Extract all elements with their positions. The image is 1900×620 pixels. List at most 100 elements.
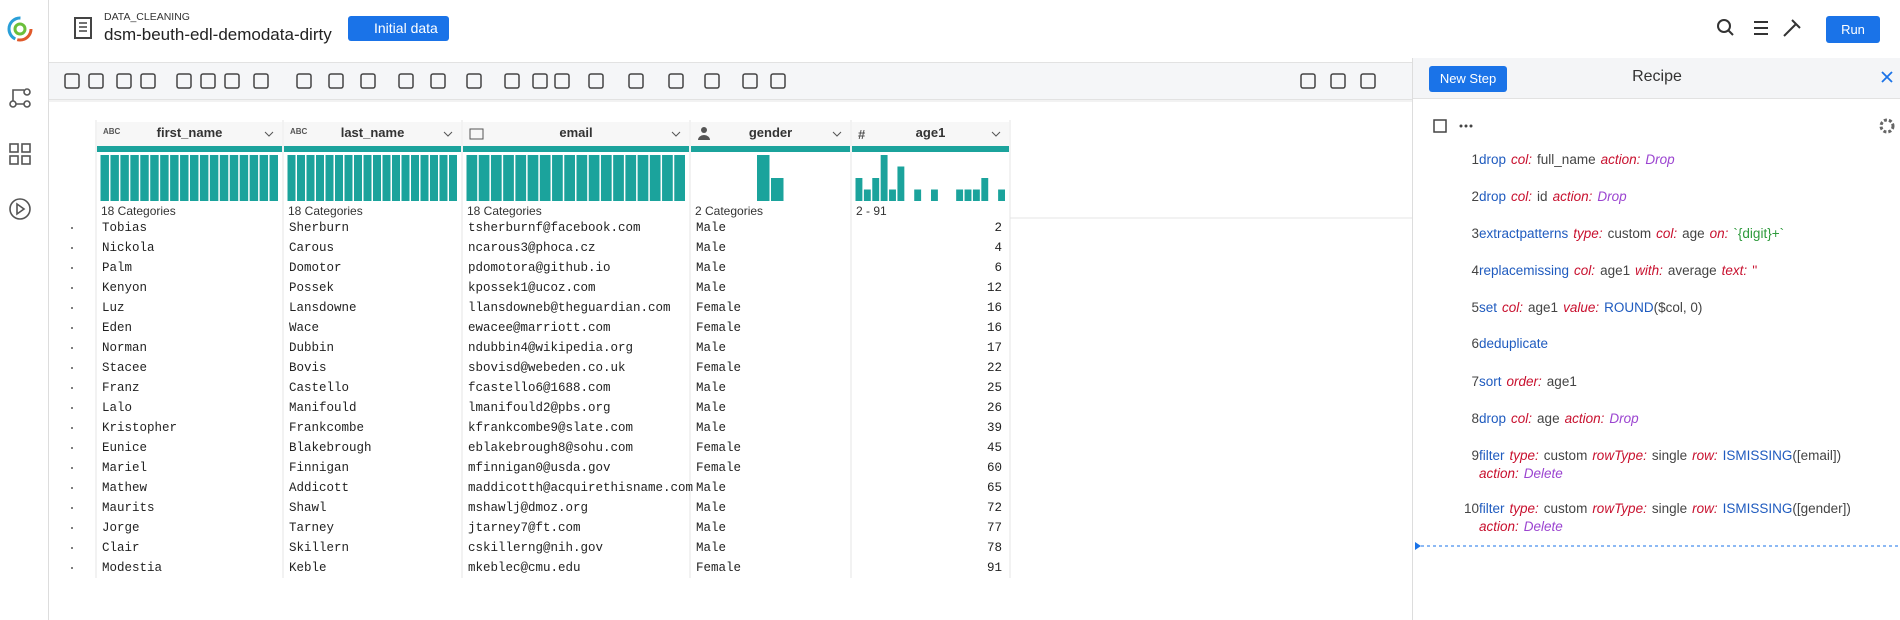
step-line[interactable]: action: Delete: [1479, 466, 1563, 481]
tool-icon[interactable]: [430, 73, 446, 89]
tool-icon[interactable]: [504, 73, 520, 89]
tool-icon[interactable]: [253, 73, 269, 89]
histogram-bar: [199, 155, 209, 201]
step-token: col:: [1511, 411, 1533, 426]
tool-icon[interactable]: [296, 73, 312, 89]
step-line[interactable]: drop col: full_name action: Drop: [1479, 152, 1675, 167]
step-token: text:: [1721, 263, 1748, 278]
tool-icon[interactable]: [140, 73, 156, 89]
column-name[interactable]: first_name: [156, 125, 223, 140]
column-name[interactable]: email: [559, 125, 593, 140]
cell: Male: [696, 541, 727, 555]
cell: Mariel: [102, 461, 148, 475]
run-button[interactable]: Run: [1826, 16, 1880, 43]
insert-marker: [1415, 542, 1421, 550]
tool-icon[interactable]: [1300, 73, 1316, 89]
step-line[interactable]: action: Delete: [1479, 519, 1563, 534]
tool-icon[interactable]: [628, 73, 644, 89]
cell: 60: [986, 461, 1002, 475]
settings[interactable]: [1879, 118, 1895, 134]
step-line[interactable]: deduplicate: [1479, 336, 1548, 351]
column-name[interactable]: age1: [915, 125, 946, 140]
step-line[interactable]: filter type: custom rowType: single row: ISMIS…: [1479, 501, 1851, 516]
tool-icon[interactable]: [176, 73, 192, 89]
histogram-bar: [190, 155, 199, 201]
column-menu[interactable]: [832, 131, 842, 137]
cell: 39: [986, 421, 1002, 435]
cell: 17: [986, 341, 1002, 355]
tool-icon[interactable]: [532, 73, 548, 89]
step-token: ([gender]): [1792, 501, 1851, 516]
step-token: row:: [1692, 448, 1718, 463]
cell: 22: [986, 361, 1002, 375]
step-line[interactable]: drop col: id action: Drop: [1479, 189, 1627, 204]
toolbar-icons[interactable]: [49, 63, 1412, 99]
column-name[interactable]: last_name: [340, 125, 405, 140]
dataset-title[interactable]: dsm-beuth-edl-demodata-dirty: [104, 25, 332, 44]
cell: Sherburn: [289, 221, 350, 235]
tool-icon[interactable]: [554, 73, 570, 89]
step-token: '': [1752, 263, 1758, 278]
step-token: Drop: [1645, 152, 1675, 167]
tool-icon[interactable]: [328, 73, 344, 89]
column-menu[interactable]: [443, 131, 453, 137]
close[interactable]: [1881, 71, 1893, 83]
header-icons[interactable]: [1712, 14, 1812, 44]
step-line[interactable]: set col: age1 value: ROUND($col, 0): [1479, 300, 1702, 315]
tool-icon[interactable]: [588, 73, 604, 89]
step-token: drop: [1479, 411, 1507, 426]
cell: Kristopher: [102, 421, 178, 435]
cell: Male: [696, 221, 727, 235]
checkbox[interactable]: [1433, 119, 1447, 133]
column-menu[interactable]: [991, 131, 1001, 137]
column-menu[interactable]: [671, 131, 681, 137]
tool-icon[interactable]: [668, 73, 684, 89]
tool-icon[interactable]: [770, 73, 786, 89]
step-line[interactable]: drop col: age action: Drop: [1479, 411, 1639, 426]
row-marker: [71, 507, 73, 509]
histogram-bar: [382, 155, 391, 201]
tool-icon[interactable]: [1330, 73, 1346, 89]
cell: Male: [696, 341, 727, 355]
step-line[interactable]: filter type: custom rowType: single row: ISMIS…: [1479, 448, 1841, 463]
tool-icon[interactable]: [466, 73, 482, 89]
tool-icon[interactable]: [360, 73, 376, 89]
step-line[interactable]: replacemissing col: age1 with: average text: '…: [1479, 263, 1757, 278]
row-marker: [71, 547, 73, 549]
tool-icon[interactable]: [742, 73, 758, 89]
histogram-bar: [140, 155, 149, 201]
step-line[interactable]: extractpatterns type: custom col: age on: `{di…: [1479, 226, 1784, 241]
header-bg: [463, 122, 689, 146]
step-token: col:: [1574, 263, 1596, 278]
cell: Eunice: [102, 441, 148, 455]
data-grid: ABC first_name 18 Categories ABC last_name 18…: [48, 100, 1412, 620]
tool-icon[interactable]: [398, 73, 414, 89]
step-token: action:: [1479, 519, 1519, 534]
nav-icons[interactable]: [9, 88, 31, 220]
histogram-bar: [325, 155, 334, 201]
cell: 16: [986, 321, 1002, 335]
badge[interactable]: Initial data: [348, 16, 449, 41]
quality-bar: [463, 146, 689, 152]
tool-icon[interactable]: [1360, 73, 1376, 89]
column-name[interactable]: gender: [748, 125, 793, 140]
cell: maddicotth@acquirethisname.com: [468, 481, 694, 495]
tool-icon[interactable]: [88, 73, 104, 89]
cell: 72: [986, 501, 1002, 515]
histogram-bar: [515, 155, 527, 201]
cell: Male: [696, 401, 727, 415]
step-line[interactable]: sort order: age1: [1479, 374, 1577, 389]
column-menu[interactable]: [264, 131, 274, 137]
tool-icon[interactable]: [224, 73, 240, 89]
more[interactable]: [1459, 124, 1473, 128]
step-token: col:: [1656, 226, 1678, 241]
tool-icon[interactable]: [116, 73, 132, 89]
cell: kfrankcombe9@slate.com: [468, 421, 634, 435]
tool-icon[interactable]: [64, 73, 80, 89]
breadcrumb[interactable]: DATA_CLEANING: [104, 11, 190, 23]
histogram-bar: [363, 155, 372, 201]
tool-icon[interactable]: [200, 73, 216, 89]
cell: 78: [986, 541, 1002, 555]
new-step-button[interactable]: New Step: [1429, 66, 1507, 92]
tool-icon[interactable]: [704, 73, 720, 89]
